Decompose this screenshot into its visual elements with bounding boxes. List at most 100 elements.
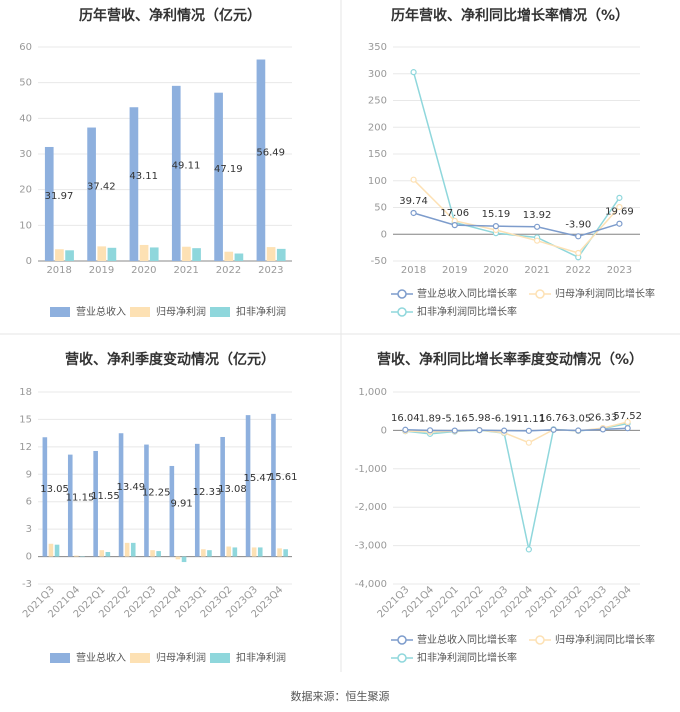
data-label: 39.74 [399,196,428,207]
bar-营业总收入-2023 [256,59,266,262]
legend-label: 扣非净利润同比增长率 [417,305,517,318]
data-label: 16.76 [539,413,568,424]
y-tick-label: 200 [368,122,387,133]
x-tick-label: 2018 [46,265,71,276]
legend-swatch [210,653,230,663]
bar-扣非净利润-2018 [65,250,74,261]
data-label: 49.11 [172,160,201,171]
bar-扣非净利润-2022Q3 [156,551,161,557]
data-label: -11.11 [513,414,545,425]
chart-3: 营收、净利季度变动情况（亿元）-303691215182021Q32021Q42… [19,351,297,664]
bar-营业总收入-2021 [171,85,181,261]
point-营业总收入同比增长率-2022Q3 [501,427,508,434]
bar-归母净利润-2023Q1 [201,549,206,557]
chart-title: 历年营收、净利同比增长率情况（%） [391,7,629,24]
y-tick-label: 100 [368,176,387,187]
data-label: 13.92 [523,210,552,221]
data-label: 11.15 [66,493,95,504]
data-label: 19.69 [605,207,634,218]
bar-扣非净利润-2022Q2 [130,542,136,557]
data-label: 5.98 [468,413,490,424]
bar-归母净利润-2018 [55,249,64,261]
bar-营业总收入-2023Q1 [194,443,200,557]
legend-label: 营业总收入同比增长率 [417,287,517,300]
bar-归母净利润-2022Q2 [124,542,130,557]
data-label: 31.97 [45,191,74,202]
data-label: 13.08 [218,484,247,495]
legend-marker [397,289,407,299]
x-tick-label: 2022 [566,265,591,276]
legend-swatch [130,307,150,317]
x-tick-label: 2018 [401,265,426,276]
bar-营业总收入-2020 [129,107,139,261]
series-line-扣非净利润同比增长率 [405,422,628,550]
series-line-营业总收入同比增长率 [413,212,620,238]
bar-扣非净利润-2021Q3 [54,544,60,557]
y-tick-label: 350 [368,42,387,53]
y-tick-label: 40 [19,113,32,124]
legend-label: 扣非净利润同比增长率 [417,651,517,664]
bar-扣非净利润-2022Q1 [105,552,111,557]
point-营业总收入同比增长率-2023Q3 [599,426,607,433]
y-tick-label: 50 [19,78,32,89]
bar-归母净利润-2023Q4 [277,548,282,557]
bar-扣非净利润-2019 [107,247,117,261]
data-label: 12.25 [142,488,171,499]
data-label: 57.52 [613,411,642,422]
bar-营业总收入-2021Q4 [67,454,73,557]
point-营业总收入同比增长率-2019 [451,222,458,229]
y-tick-label: -1,000 [355,464,387,475]
legend-label: 营业总收入同比增长率 [417,633,517,646]
bar-扣非净利润-2023 [276,248,286,261]
data-label: 1.89 [419,413,441,424]
data-label: -3.05 [565,414,591,425]
chart-title: 营收、净利季度变动情况（亿元） [65,351,275,368]
bar-扣非净利润-2020 [149,247,159,261]
bar-营业总收入-2022Q1 [93,450,98,557]
x-tick-label: 2019 [89,265,114,276]
y-tick-label: 0 [26,552,32,563]
legend-label: 扣非净利润 [236,651,286,664]
data-label: 11.55 [91,491,120,502]
bar-营业总收入-2023Q3 [245,415,251,557]
y-tick-label: 250 [368,96,387,107]
bar-归母净利润-2023Q2 [226,546,232,557]
y-tick-label: 0 [381,229,387,240]
y-tick-label: 0 [381,425,387,436]
y-tick-label: -4,000 [355,579,387,590]
y-tick-label: 12 [19,442,32,453]
point-营业总收入同比增长率-2023Q1 [550,426,557,433]
point-营业总收入同比增长率-2021Q4 [426,427,434,434]
data-label: 56.49 [256,147,285,158]
chart-2: 历年营收、净利同比增长率情况（%） -50 0 50 100 150 200 250 300 35… [368,7,655,318]
point-归母净利润同比增长率-2018 [410,176,417,183]
legend: 营业总收入 归母净利润 扣非净利润 [50,651,286,664]
point-营业总收入同比增长率-2021 [533,223,541,230]
y-tick-label: 1,000 [358,387,387,398]
data-label: 43.11 [129,171,158,182]
legend-label: 扣非净利润 [236,305,286,318]
point-营业总收入同比增长率-2022 [575,233,582,240]
legend-swatch [130,653,150,663]
data-label: 17.06 [440,208,469,219]
x-tick-label: 2019 [442,265,467,276]
point-营业总收入同比增长率-2022Q1 [451,427,458,434]
y-tick-label: 60 [19,42,32,53]
legend-marker [397,653,407,663]
point-营业总收入同比增长率-2023Q2 [575,427,582,434]
y-tick-label: -3,000 [355,541,387,552]
legend-label: 归母净利润同比增长率 [555,287,655,300]
bar-归母净利润-2023 [266,247,276,261]
point-归母净利润同比增长率-2022Q4 [525,439,532,446]
data-label: 12.33 [193,487,222,498]
bar-归母净利润-2020 [139,244,149,261]
legend-label: 归母净利润同比增长率 [555,633,655,646]
point-营业总收入同比增长率-2023Q4 [624,425,631,432]
bar-营业总收入-2022Q4 [169,465,175,557]
x-tick-label: 2020 [483,265,508,276]
bar-归母净利润-2022Q1 [99,550,105,557]
data-source-note: 数据来源：恒生聚源 [290,690,390,703]
legend-swatch [210,307,230,317]
data-label: 37.42 [87,181,116,192]
